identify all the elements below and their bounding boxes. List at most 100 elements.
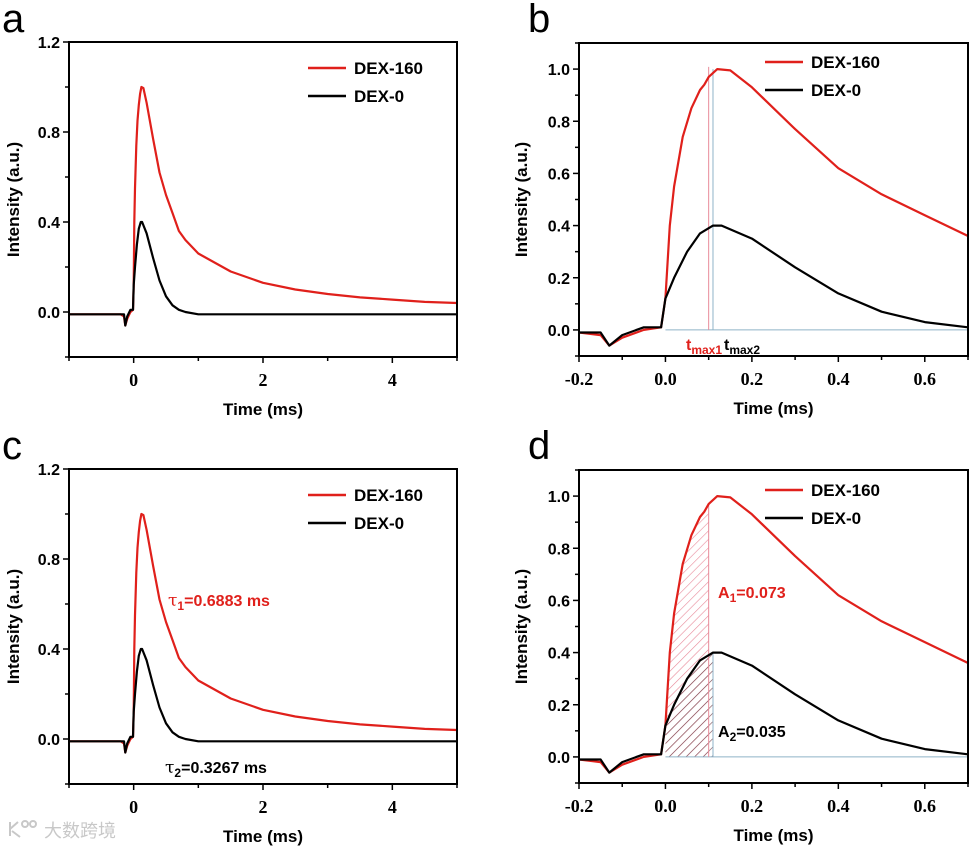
y-axis-label: Intensity (a.u.) [512,142,531,257]
y-axis-label: Intensity (a.u.) [512,569,531,684]
annotation-main: t [686,337,692,354]
plot-area [69,512,457,754]
annotation-sub: 1 [730,591,737,605]
x-tick-label: 0.2 [741,369,764,389]
y-tick-label: 1.0 [548,489,570,506]
watermark-logo-icon [9,820,37,838]
y-tick-label: 0.4 [38,215,60,232]
y-tick-label: 1.2 [38,35,60,52]
y-tick-label: 0.4 [548,219,570,236]
watermark-text: 大数跨境 [44,821,116,842]
annotation-sub: 2 [174,766,181,780]
y-tick-label: 0.2 [548,698,570,715]
y-tick-label: 1.2 [38,462,60,479]
x-tick-label: 0.0 [654,369,677,389]
plot-area [69,85,457,327]
annotation-value: =0.3267 ms [181,760,267,777]
legend-label: DEX-160 [811,481,880,500]
annotation-sub: 2 [730,730,737,744]
y-tick-label: 0.0 [38,732,60,749]
annotation-value: =0.6883 ms [184,593,270,610]
annotation-value: =0.073 [736,585,785,602]
x-tick-label: -0.2 [565,369,594,389]
plot-area [579,495,968,774]
legend-label: DEX-160 [811,53,880,72]
x-axis-label: Time (ms) [734,826,814,845]
annotation: A2=0.035 [718,724,786,744]
series-line-dex-160 [579,67,968,347]
x-axis-label: Time (ms) [223,400,303,419]
legend: DEX-160 DEX-0 [765,481,880,528]
annotation: A1=0.073 [718,585,786,605]
y-tick-label: 0.8 [548,541,570,558]
panel-label: b [528,0,550,41]
annotation-main: A [718,585,730,602]
annotation-sub: max1 [691,343,722,357]
x-tick-label: 0 [129,370,138,390]
series-line-dex-0 [69,220,457,327]
y-tick-label: 0.8 [548,114,570,131]
x-axis-label: Time (ms) [734,399,814,418]
y-tick-label: 0.8 [38,125,60,142]
annotation-main: τ [165,758,174,778]
x-tick-label: -0.2 [565,796,594,816]
y-tick-label: 0.0 [548,750,570,767]
x-tick-label: 0.6 [914,796,937,816]
series-line-dex-160 [69,512,457,754]
panel-label: a [2,0,25,41]
y-tick-label: 0.0 [38,305,60,322]
x-tick-label: 2 [259,797,268,817]
annotation-sub: 1 [177,599,184,613]
panel-d: d -0.2 0.0 0.2 0.4 0.6 0.0 0.2 0.4 0.6 0.8 1.0 Time … [512,424,969,845]
series-line-dex-160 [69,85,457,327]
x-tick-label: 0.6 [914,369,937,389]
annotation: tmax1 [686,337,722,357]
plot-area [579,66,968,347]
series-line-dex-0 [579,224,968,347]
y-axis-label: Intensity (a.u.) [4,569,23,684]
x-tick-label: 0 [129,797,138,817]
legend: DEX-160 DEX-0 [308,486,423,533]
y-tick-label: 1.0 [548,62,570,79]
annotation: τ2=0.3267 ms [165,758,267,780]
y-tick-label: 0.6 [548,593,570,610]
x-tick-label: 0.2 [741,796,764,816]
y-tick-label: 0.0 [548,323,570,340]
legend-label: DEX-0 [354,87,404,106]
annotation-main: A [718,724,730,741]
panel-label: d [528,424,550,468]
y-axis-label: Intensity (a.u.) [4,142,23,257]
panel-b: b -0.2 0.0 0.2 0.4 0.6 0.0 0.2 0.4 0.6 0.8 1.0 Time … [512,0,969,418]
panel-c: c 0 2 4 0.0 0.4 0.8 1.2 Time (ms) Intensity (a.u.… [2,424,458,846]
series-line-dex-160 [579,495,968,774]
legend: DEX-160 DEX-0 [308,59,423,106]
legend-label: DEX-160 [354,486,423,505]
shaded-area-dex-0 [665,652,713,757]
x-tick-label: 0.0 [654,796,677,816]
legend-label: DEX-0 [354,514,404,533]
series-line-dex-0 [69,647,457,754]
annotation: τ1=0.6883 ms [168,591,270,613]
y-tick-label: 0.4 [548,646,570,663]
y-tick-label: 0.2 [548,271,570,288]
x-tick-label: 0.4 [827,796,850,816]
y-tick-label: 0.4 [38,642,60,659]
panel-label: c [2,424,22,468]
x-axis-label: Time (ms) [223,827,303,846]
x-tick-label: 4 [388,797,397,817]
annotation: tmax2 [724,337,760,357]
legend-label: DEX-0 [811,509,861,528]
panel-a: a 0 2 4 0.0 0.4 0.8 1.2 Time (ms) Intensity (a.u.… [2,0,458,419]
annotation-main: t [724,337,730,354]
annotation-sub: max2 [729,343,760,357]
x-tick-label: 0.4 [827,369,850,389]
y-tick-label: 0.8 [38,552,60,569]
legend-label: DEX-0 [811,81,861,100]
legend: DEX-160 DEX-0 [765,53,880,100]
x-tick-label: 2 [259,370,268,390]
series-line-dex-0 [579,651,968,774]
annotation-main: τ [168,591,177,611]
annotation-value: =0.035 [736,724,785,741]
x-tick-label: 4 [388,370,397,390]
